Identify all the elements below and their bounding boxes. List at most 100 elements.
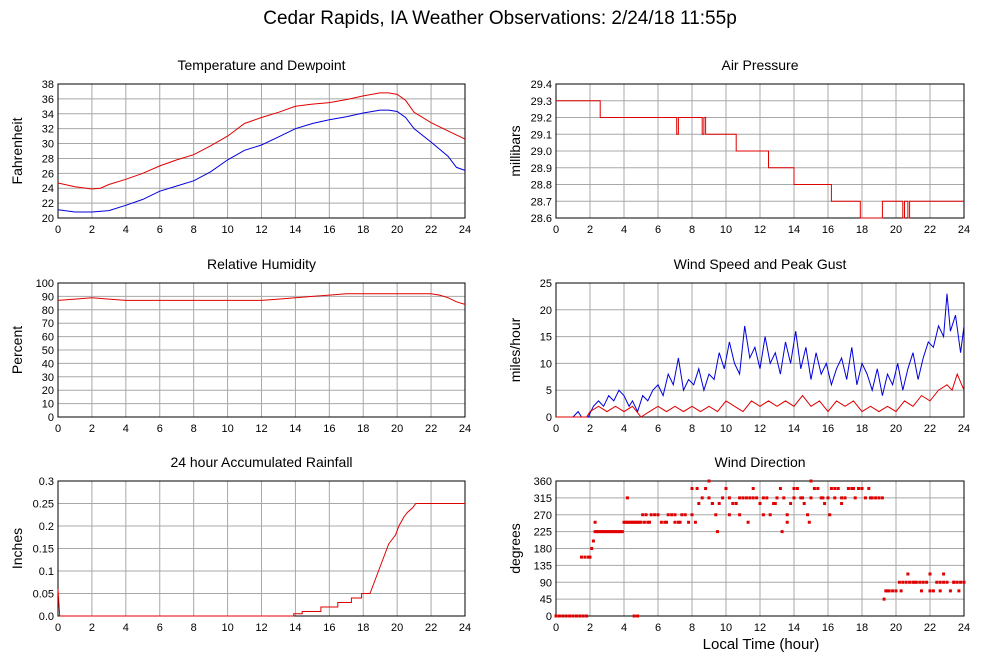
chart-6-point bbox=[785, 513, 789, 517]
chart-4-y-axis-label: miles/hour bbox=[507, 317, 523, 382]
chart-6-point bbox=[809, 479, 813, 483]
chart-6-point bbox=[578, 614, 582, 618]
chart-1-series-red-line bbox=[57, 92, 466, 190]
chart-6-point bbox=[683, 513, 687, 517]
chart-6-point bbox=[636, 614, 640, 618]
chart-6-point bbox=[821, 496, 825, 500]
chart-6-point bbox=[727, 513, 731, 517]
chart-6-point bbox=[574, 614, 578, 618]
chart-6-point bbox=[571, 614, 575, 618]
chart-1-x-tick-label: 0 bbox=[55, 224, 61, 236]
chart-6-point bbox=[857, 487, 861, 490]
chart-2-x-tick-label: 10 bbox=[720, 224, 732, 236]
chart-3-x-tick-label: 8 bbox=[191, 423, 197, 435]
chart-6-point bbox=[676, 520, 680, 524]
chart-6-x-tick-label: 10 bbox=[720, 622, 732, 634]
chart-4-series-blue-line bbox=[556, 293, 965, 418]
chart-6-point bbox=[678, 520, 682, 524]
chart-2-x-tick-label: 14 bbox=[788, 224, 800, 236]
chart-6-point bbox=[792, 487, 796, 490]
chart-6-point bbox=[899, 589, 903, 593]
chart-6-point bbox=[802, 502, 806, 505]
chart-6-y-tick-label: 90 bbox=[540, 577, 552, 589]
chart-6-point bbox=[663, 520, 667, 524]
chart-2-x-tick-label: 16 bbox=[822, 224, 834, 236]
chart-4-x-tick-label: 16 bbox=[822, 423, 834, 435]
chart-6-point bbox=[631, 520, 634, 524]
chart-3-y-tick-label: 100 bbox=[36, 278, 54, 290]
chart-5-title: 24 hour Accumulated Rainfall bbox=[170, 454, 352, 470]
chart-1-x-tick-label: 10 bbox=[221, 224, 233, 236]
chart-6-point bbox=[644, 513, 648, 517]
chart-2-y-tick-label: 28.6 bbox=[531, 213, 552, 225]
chart-6-point bbox=[833, 496, 837, 500]
chart-6-point bbox=[945, 580, 949, 584]
chart-3-y-tick-label: 60 bbox=[42, 332, 54, 344]
chart-6-point bbox=[666, 513, 670, 517]
chart-6-title: Wind Direction bbox=[714, 454, 805, 470]
chart-2-x-tick-label: 8 bbox=[689, 224, 695, 236]
chart-5-x-tick-label: 0 bbox=[55, 622, 61, 634]
chart-6-point bbox=[602, 530, 606, 534]
chart-4-y-tick-label: 0 bbox=[546, 412, 552, 424]
chart-6-point bbox=[603, 530, 607, 534]
chart-6-x-tick-label: 8 bbox=[689, 622, 695, 634]
chart-3-x-tick-label: 14 bbox=[289, 423, 301, 435]
chart-2-frame bbox=[555, 83, 965, 219]
chart-6-point bbox=[772, 502, 776, 505]
chart-4-y-tick-label: 10 bbox=[540, 358, 552, 370]
chart-6-point bbox=[908, 580, 912, 584]
chart-6-point bbox=[880, 496, 884, 500]
chart-6-point bbox=[564, 614, 568, 618]
chart-6-point bbox=[843, 496, 847, 500]
chart-6-point bbox=[656, 513, 660, 517]
chart-3-y-tick-label: 40 bbox=[42, 358, 54, 370]
chart-6-point bbox=[622, 520, 626, 524]
chart-6-point bbox=[768, 513, 772, 517]
chart-2-title: Air Pressure bbox=[721, 57, 798, 73]
chart-6-point bbox=[714, 513, 718, 517]
chart-3-y-tick-label: 20 bbox=[42, 385, 54, 397]
chart-6-point bbox=[648, 520, 651, 524]
chart-3-y-tick-label: 0 bbox=[48, 412, 54, 424]
chart-5-x-tick-label: 14 bbox=[289, 622, 301, 634]
chart-6-point bbox=[610, 530, 614, 534]
chart-3-title: Relative Humidity bbox=[207, 256, 316, 272]
chart-2-x-tick-label: 18 bbox=[856, 224, 868, 236]
chart-3-x-tick-label: 6 bbox=[157, 423, 163, 435]
chart-6-point bbox=[836, 487, 840, 490]
chart-2-y-tick-label: 29.0 bbox=[531, 146, 552, 158]
chart-6-point bbox=[938, 589, 942, 593]
chart-1-y-tick-label: 20 bbox=[42, 213, 54, 225]
chart-6-point bbox=[695, 487, 699, 490]
chart-6-point bbox=[612, 530, 616, 534]
chart-6-point bbox=[840, 496, 844, 500]
chart-6-point bbox=[639, 520, 643, 524]
chart-6-point bbox=[634, 520, 638, 524]
chart-6-point bbox=[617, 530, 621, 534]
chart-6-y-tick-label: 225 bbox=[534, 527, 552, 539]
chart-6-x-tick-label: 6 bbox=[655, 622, 661, 634]
chart-5-series-red-line bbox=[57, 503, 465, 617]
chart-1-y-tick-label: 32 bbox=[42, 124, 54, 136]
chart-6-point bbox=[659, 520, 663, 524]
chart-6-x-tick-label: 4 bbox=[621, 622, 627, 634]
chart-6-y-tick-label: 315 bbox=[534, 493, 552, 505]
chart-1-y-tick-label: 38 bbox=[42, 79, 54, 91]
chart-5-x-tick-label: 6 bbox=[157, 622, 163, 634]
chart-6-point bbox=[816, 487, 820, 490]
chart-3-y-tick-label: 10 bbox=[42, 399, 54, 411]
chart-2-x-tick-label: 6 bbox=[655, 224, 661, 236]
chart-6-point bbox=[583, 555, 587, 559]
chart-6-point bbox=[597, 530, 600, 534]
chart-6-point bbox=[935, 580, 939, 584]
chart-6-point bbox=[595, 530, 599, 534]
chart-6-point bbox=[846, 487, 850, 490]
chart-5-x-tick-label: 18 bbox=[357, 622, 369, 634]
chart-6-point bbox=[690, 487, 694, 490]
chart-6-point bbox=[700, 496, 704, 500]
chart-5-x-tick-label: 22 bbox=[425, 622, 437, 634]
chart-4-x-tick-label: 10 bbox=[720, 423, 732, 435]
chart-2-y-tick-label: 29.2 bbox=[531, 113, 552, 125]
chart-3-y-tick-label: 70 bbox=[42, 318, 54, 330]
